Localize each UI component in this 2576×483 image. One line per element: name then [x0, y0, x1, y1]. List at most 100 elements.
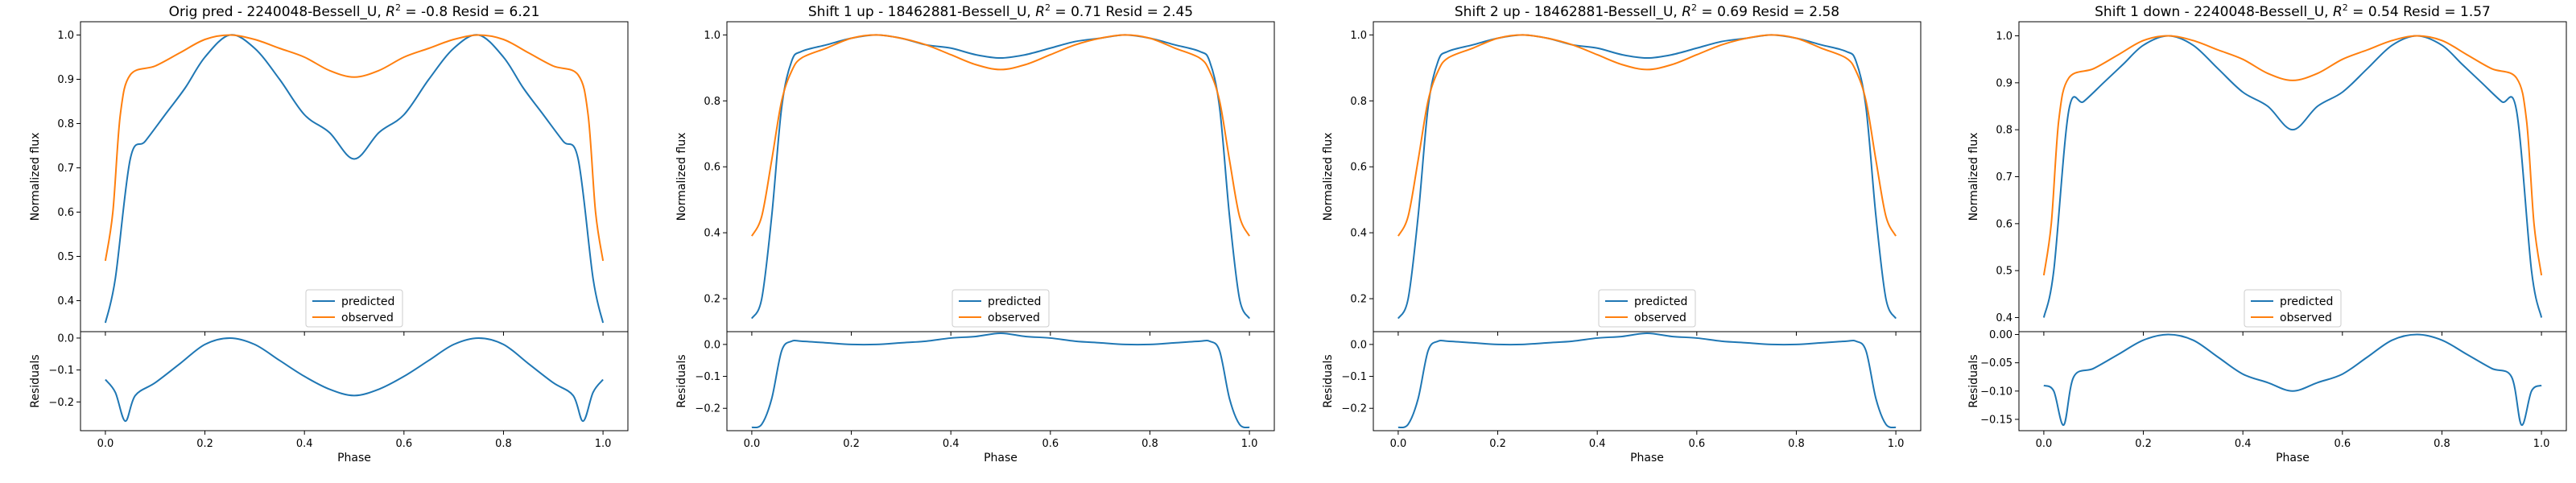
y-tick-label: −0.1: [695, 371, 720, 383]
title-r2: R: [2333, 4, 2343, 20]
x-tick-label: 1.0: [2533, 438, 2550, 450]
axes-frame: [2018, 331, 2567, 431]
y-tick-label: 0.4: [57, 295, 74, 308]
x-tick-label: 0.0: [97, 438, 114, 450]
x-axis-label: Phase: [984, 452, 1018, 464]
series-line-residual: [1397, 332, 1897, 429]
legend: predicted observed: [2244, 289, 2342, 328]
y-tick-label: 0.2: [704, 294, 720, 306]
x-tick-label: 0.8: [1788, 438, 1805, 450]
axes-frame: [80, 331, 629, 431]
y-tick-label: 1.0: [704, 30, 720, 42]
title-rest: = -0.8 Resid = 6.21: [401, 4, 539, 20]
y-tick-label: 0.7: [57, 163, 74, 175]
chart-panel-4: Shift 1 down - 2240048-Bessell_U, R2 = 0…: [1967, 2, 2567, 464]
y-tick-label: −0.1: [1341, 371, 1367, 383]
title-text: Shift 2 up - 18462881-Bessell_U,: [1455, 4, 1682, 20]
y-tick-label: 0.0: [57, 332, 74, 345]
y-tick-label: 0.8: [1996, 125, 2013, 137]
x-tick-label: 0.6: [1042, 438, 1059, 450]
top-axes: 0.4 0.5 0.6 0.7 0.8 0.9 1.0 Normalized flux: [1967, 21, 2567, 336]
legend: predicted observed: [1598, 289, 1696, 328]
chart-panel-3: Shift 2 up - 18462881-Bessell_U, R2 = 0.…: [1322, 2, 1922, 464]
bottom-axes: 0.0 −0.1 −0.2 Residuals 0.0 0.2 0.4 0.6 0.8 1.0: [29, 331, 629, 450]
x-axis-label: Phase: [2276, 452, 2310, 464]
chart-title: Orig pred - 2240048-Bessell_U, R2 = -0.8…: [169, 2, 540, 20]
y-tick-label: 0.4: [1996, 312, 2013, 324]
chart-title: Shift 1 down - 2240048-Bessell_U, R2 = 0…: [2095, 2, 2491, 20]
y-tick-label: 0.4: [704, 228, 720, 240]
series-line-observed: [2042, 35, 2543, 276]
y-tick-label: −0.2: [1341, 403, 1367, 415]
x-tick-label: 0.6: [2334, 438, 2351, 450]
title-rest: = 0.71 Resid = 2.45: [1051, 4, 1193, 20]
x-axis-label: Phase: [337, 452, 371, 464]
y-tick-label: −0.05: [1980, 357, 2013, 369]
y-tick-label: 0.4: [1350, 228, 1367, 240]
y-tick-label: 0.5: [1996, 266, 2013, 278]
x-tick-label: 0.2: [843, 438, 860, 450]
series-line-residual: [105, 336, 604, 423]
y-tick-label: 0.9: [1996, 77, 2013, 89]
y-tick-label: 0.2: [1350, 294, 1367, 306]
series-line-residual: [751, 332, 1250, 429]
y-tick-label: −0.15: [1980, 414, 2013, 426]
x-tick-label: 1.0: [595, 438, 612, 450]
title-r2: R: [1682, 4, 1691, 20]
series-line-predicted: [2042, 35, 2543, 318]
x-tick-label: 0.2: [196, 438, 213, 450]
x-tick-label: 0.0: [744, 438, 761, 450]
y-axis-label: Residuals: [29, 354, 42, 407]
y-tick-label: −0.2: [695, 403, 720, 415]
x-tick-label: 0.8: [2434, 438, 2450, 450]
x-tick-label: 1.0: [1241, 438, 1258, 450]
bottom-axes: 0.0 −0.1 −0.2 Residuals 0.0 0.2 0.4 0.6 0.8 1.0: [1322, 331, 1922, 450]
top-axes: 0.2 0.4 0.6 0.8 1.0 Normalized flux: [1322, 21, 1922, 336]
x-tick-label: 0.4: [296, 438, 313, 450]
y-tick-label: 0.7: [1996, 171, 2013, 184]
axes-frame: [80, 21, 629, 332]
y-tick-label: 0.0: [704, 339, 720, 351]
legend-label-observed: observed: [988, 312, 1040, 324]
top-axes: 0.4 0.5 0.6 0.7 0.8 0.9 1.0 Normalized flux: [29, 21, 629, 336]
y-axis-label: Residuals: [1322, 354, 1335, 407]
title-r2: R: [1035, 4, 1045, 20]
legend-label-predicted: predicted: [341, 295, 394, 308]
y-axis-label: Normalized flux: [1967, 133, 1980, 221]
title-rest: = 0.54 Resid = 1.57: [2348, 4, 2491, 20]
legend-label-observed: observed: [2280, 312, 2332, 324]
x-tick-label: 0.4: [2235, 438, 2252, 450]
title-r2: R: [386, 4, 395, 20]
y-tick-label: 0.8: [704, 96, 720, 108]
series-line-predicted: [104, 34, 605, 324]
y-tick-label: −0.2: [48, 397, 74, 409]
title-text: Shift 1 down - 2240048-Bessell_U,: [2095, 4, 2333, 20]
bottom-axes: 0.0 −0.1 −0.2 Residuals 0.0 0.2 0.4 0.6 0.8 1.0: [675, 331, 1275, 450]
series-line-predicted: [1397, 34, 1897, 320]
legend-label-predicted: predicted: [1634, 295, 1687, 308]
title-r2-sup: 2: [1691, 2, 1697, 13]
series-line-observed: [751, 34, 1250, 237]
x-tick-label: 1.0: [1888, 438, 1905, 450]
y-tick-label: 0.0: [1350, 339, 1367, 351]
legend-label-predicted: predicted: [988, 295, 1041, 308]
title-rest: = 0.69 Resid = 2.58: [1697, 4, 1839, 20]
y-tick-label: 0.8: [1350, 96, 1367, 108]
y-tick-label: −0.10: [1980, 386, 2013, 398]
x-tick-label: 0.6: [1688, 438, 1705, 450]
y-axis-label: Residuals: [1967, 354, 1980, 407]
chart-title: Shift 1 up - 18462881-Bessell_U, R2 = 0.…: [808, 2, 1193, 20]
y-axis-label: Normalized flux: [675, 133, 688, 221]
y-tick-label: 0.6: [1996, 218, 2013, 230]
axes-frame: [1373, 21, 1922, 332]
x-axis-label: Phase: [1630, 452, 1664, 464]
y-tick-label: 1.0: [1996, 31, 2013, 43]
chart-panel-2: Shift 1 up - 18462881-Bessell_U, R2 = 0.…: [675, 2, 1275, 464]
legend: predicted observed: [305, 289, 403, 328]
series-line-observed: [104, 34, 605, 262]
axes-frame: [2018, 21, 2567, 332]
x-tick-label: 0.4: [1589, 438, 1606, 450]
series-line-predicted: [751, 34, 1250, 320]
